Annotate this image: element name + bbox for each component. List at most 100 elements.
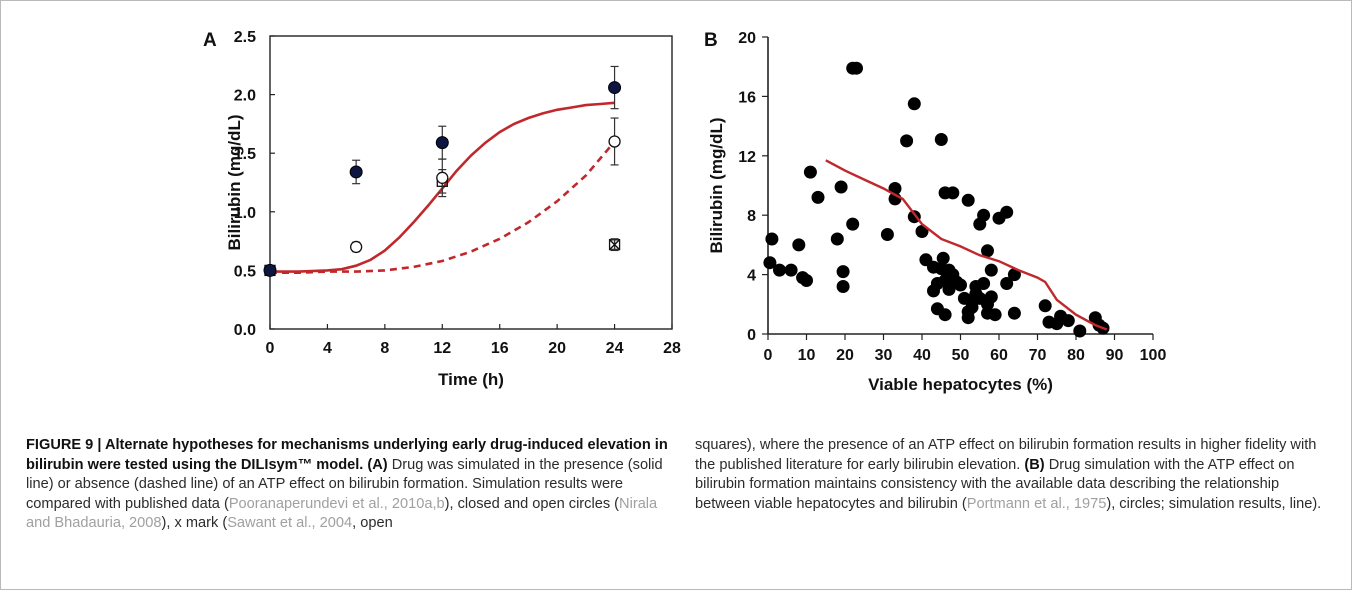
x-tick-label: 80 bbox=[1067, 347, 1085, 364]
y-tick-label: 8 bbox=[747, 208, 756, 225]
data-point bbox=[1038, 299, 1052, 313]
closed-circle-point bbox=[608, 81, 622, 95]
caption-a-text-4: , open bbox=[352, 515, 393, 532]
caption-ref-sawant[interactable]: Sawant et al., 2004 bbox=[227, 515, 353, 532]
data-point bbox=[988, 308, 1002, 322]
x-tick-label: 60 bbox=[990, 347, 1008, 364]
caption-figure-label: FIGURE 9 | Alternate hypotheses for mech… bbox=[26, 437, 668, 473]
data-point bbox=[1000, 277, 1014, 290]
y-tick-label: 2.0 bbox=[234, 88, 256, 105]
data-point bbox=[836, 265, 850, 279]
x-tick-label: 20 bbox=[836, 347, 854, 364]
panel-a-letter: A bbox=[203, 30, 217, 51]
data-point bbox=[1000, 205, 1014, 219]
x-mark-point bbox=[609, 239, 621, 251]
data-point bbox=[763, 256, 777, 270]
x-axis-title: Time (h) bbox=[438, 370, 504, 389]
data-point bbox=[946, 186, 960, 200]
data-point bbox=[880, 228, 894, 241]
open-circle-point bbox=[349, 240, 363, 254]
data-point bbox=[900, 134, 914, 148]
data-point bbox=[981, 244, 994, 258]
x-tick-label: 50 bbox=[952, 347, 970, 364]
caption-a-text-2: ), closed and open circles ( bbox=[444, 495, 620, 512]
x-tick-label: 40 bbox=[913, 347, 931, 364]
data-point bbox=[1061, 314, 1075, 328]
data-point bbox=[961, 193, 975, 207]
y-tick-label: 12 bbox=[738, 149, 756, 166]
data-point bbox=[773, 263, 786, 277]
caption-b-label: (B) bbox=[1024, 456, 1045, 473]
caption-ref-portmann[interactable]: Portmann et al., 1975 bbox=[966, 495, 1107, 512]
x-tick-label: 90 bbox=[1106, 347, 1124, 364]
caption-a-text-1: Drug was simulated in the presence (soli… bbox=[26, 456, 663, 512]
y-axis-title: Bilirubin (mg/dL) bbox=[225, 115, 244, 251]
caption-ref-pooranaperundevi[interactable]: Pooranaperundevi et al., 2010a,b bbox=[228, 495, 445, 512]
y-tick-label: 2.5 bbox=[234, 29, 256, 46]
y-tick-label: 1.5 bbox=[234, 146, 256, 163]
model-line-without-atp-effect bbox=[270, 140, 616, 274]
caption-b-text-2: ), circles; simulation results, line). bbox=[1106, 495, 1322, 512]
caption-a-text-4-continued: squares), where the presence of an ATP e… bbox=[695, 437, 1317, 473]
data-point bbox=[803, 165, 817, 179]
caption-column-right: squares), where the presence of an ATP e… bbox=[695, 436, 1325, 514]
data-point bbox=[984, 290, 998, 304]
data-point bbox=[977, 208, 991, 222]
open-circle-point bbox=[436, 171, 449, 184]
y-tick-label: 4 bbox=[747, 268, 756, 285]
data-point bbox=[765, 232, 779, 246]
simulation-line bbox=[825, 159, 1108, 331]
open-circle-point bbox=[608, 135, 621, 148]
x-tick-label: 8 bbox=[380, 340, 389, 357]
data-point bbox=[792, 238, 806, 252]
panel-b-letter: B bbox=[704, 30, 718, 51]
data-point bbox=[800, 274, 813, 287]
figure-charts: A 0.0 0.5 1.0 1.5 2.0 2.5 0 4 8 12 16 20 24 28 Time (h)… bbox=[203, 29, 1166, 394]
data-point bbox=[850, 61, 863, 75]
x-tick-label: 20 bbox=[548, 340, 566, 357]
data-point bbox=[915, 225, 929, 238]
data-point bbox=[1007, 268, 1021, 282]
data-point bbox=[846, 217, 860, 231]
data-point bbox=[954, 278, 967, 292]
y-tick-label: 16 bbox=[738, 89, 756, 106]
panel-b-chart: B 0 4 8 12 16 20 0 10 20 30 40 50 60 70 80 90 100 Viable h… bbox=[704, 30, 1166, 394]
data-point bbox=[984, 263, 998, 277]
x-tick-label: 16 bbox=[491, 340, 509, 357]
caption-a-label: (A) bbox=[367, 456, 388, 473]
x-tick-label: 24 bbox=[606, 340, 624, 357]
x-tick-label: 30 bbox=[875, 347, 893, 364]
caption-ref-nirala[interactable]: Nirala and Bhadauria, 2008 bbox=[26, 495, 658, 532]
data-point bbox=[936, 251, 950, 265]
x-tick-label: 10 bbox=[798, 347, 816, 364]
caption-b-text-1: Drug simulation with the ATP effect on b… bbox=[695, 456, 1295, 512]
model-line-with-atp-effect bbox=[270, 101, 615, 273]
data-point bbox=[811, 190, 825, 204]
data-point bbox=[965, 300, 979, 314]
x-tick-label: 0 bbox=[266, 340, 275, 357]
data-point bbox=[1007, 306, 1021, 320]
data-point bbox=[830, 232, 844, 246]
data-point bbox=[961, 311, 975, 325]
panel-a-chart: A 0.0 0.5 1.0 1.5 2.0 2.5 0 4 8 12 16 20 24 28 Time (h)… bbox=[203, 29, 681, 389]
data-point bbox=[938, 308, 952, 322]
data-point bbox=[934, 133, 948, 146]
panel-a-plot-frame bbox=[269, 35, 673, 330]
x-tick-label: 70 bbox=[1029, 347, 1047, 364]
y-tick-label: 0.0 bbox=[234, 322, 256, 339]
y-axis-title: Bilirubin (mg/dL) bbox=[707, 118, 726, 254]
x-tick-label: 12 bbox=[433, 340, 451, 357]
data-point bbox=[836, 280, 850, 293]
closed-circle-point bbox=[349, 165, 363, 179]
x-tick-label: 28 bbox=[663, 340, 681, 357]
data-point bbox=[907, 97, 921, 111]
closed-circle-point bbox=[435, 136, 449, 150]
closed-circle-point bbox=[263, 263, 277, 277]
data-point bbox=[977, 277, 991, 290]
data-point bbox=[1073, 324, 1087, 338]
x-tick-label: 100 bbox=[1140, 347, 1167, 364]
x-tick-label: 0 bbox=[764, 347, 773, 364]
x-axis-title: Viable hepatocytes (%) bbox=[868, 375, 1053, 394]
y-tick-label: 20 bbox=[738, 30, 756, 47]
